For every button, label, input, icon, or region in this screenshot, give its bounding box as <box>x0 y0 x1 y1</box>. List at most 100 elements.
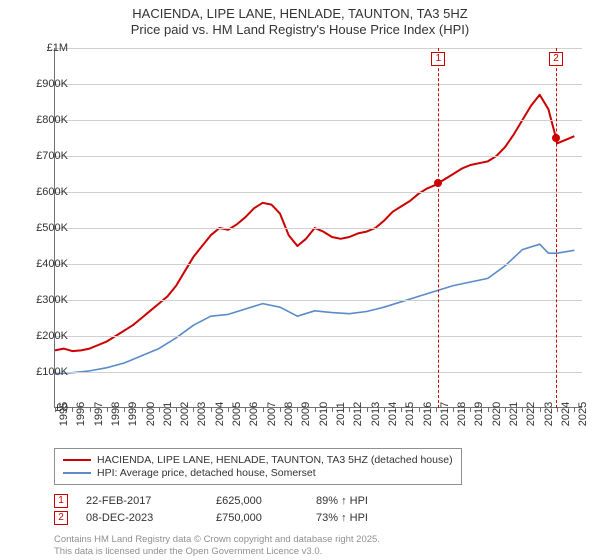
x-tick <box>384 408 385 412</box>
x-axis-label: 2023 <box>543 402 555 426</box>
footer-line1: Contains HM Land Registry data © Crown c… <box>54 534 380 545</box>
sale-marker-2: 2 <box>54 511 68 525</box>
y-axis-label: £100K <box>36 366 68 378</box>
x-tick <box>245 408 246 412</box>
x-axis-label: 2004 <box>214 402 226 426</box>
sale-price: £625,000 <box>216 495 316 507</box>
x-axis-label: 2015 <box>404 402 416 426</box>
x-axis-label: 2008 <box>283 402 295 426</box>
legend-swatch-hpi <box>63 472 91 474</box>
x-axis-label: 2021 <box>508 402 520 426</box>
x-tick <box>280 408 281 412</box>
legend-label-property: HACIENDA, LIPE LANE, HENLADE, TAUNTON, T… <box>97 454 453 466</box>
x-tick <box>332 408 333 412</box>
gridline <box>55 336 582 337</box>
x-tick <box>142 408 143 412</box>
x-tick <box>488 408 489 412</box>
title-sub: Price paid vs. HM Land Registry's House … <box>0 22 600 37</box>
y-axis-label: £1M <box>47 42 68 54</box>
gridline <box>55 48 582 49</box>
gridline <box>55 228 582 229</box>
chart-plot-area: 12 <box>54 48 582 408</box>
x-tick <box>470 408 471 412</box>
x-axis-label: 2022 <box>525 402 537 426</box>
x-tick <box>401 408 402 412</box>
x-axis-label: 2006 <box>248 402 260 426</box>
x-axis-label: 2000 <box>145 402 157 426</box>
x-axis-label: 2024 <box>560 402 572 426</box>
x-tick <box>228 408 229 412</box>
x-axis-label: 2025 <box>577 402 589 426</box>
x-axis-label: 2010 <box>318 402 330 426</box>
x-axis-label: 2020 <box>491 402 503 426</box>
sale-pct: 89% ↑ HPI <box>316 495 436 507</box>
y-axis-label: £300K <box>36 294 68 306</box>
x-axis-label: 1999 <box>127 402 139 426</box>
footer-line2: This data is licensed under the Open Gov… <box>54 546 380 557</box>
x-axis-label: 2017 <box>439 402 451 426</box>
marker-box-1: 1 <box>431 52 445 66</box>
gridline <box>55 192 582 193</box>
x-axis-label: 2016 <box>422 402 434 426</box>
x-tick <box>193 408 194 412</box>
x-tick <box>436 408 437 412</box>
x-axis-label: 2005 <box>231 402 243 426</box>
sale-date: 22-FEB-2017 <box>86 495 216 507</box>
x-tick <box>107 408 108 412</box>
title-main: HACIENDA, LIPE LANE, HENLADE, TAUNTON, T… <box>0 6 600 21</box>
legend: HACIENDA, LIPE LANE, HENLADE, TAUNTON, T… <box>54 448 462 485</box>
x-axis-label: 2011 <box>335 402 347 426</box>
gridline <box>55 84 582 85</box>
x-axis-label: 1997 <box>93 402 105 426</box>
x-axis-label: 1998 <box>110 402 122 426</box>
sale-row: 1 22-FEB-2017£625,00089% ↑ HPI <box>54 494 436 508</box>
series-property <box>55 95 574 351</box>
x-axis-label: 1995 <box>58 402 70 426</box>
x-axis-label: 2002 <box>179 402 191 426</box>
sale-date: 08-DEC-2023 <box>86 512 216 524</box>
sale-marker-1: 1 <box>54 494 68 508</box>
x-axis-label: 2014 <box>387 402 399 426</box>
footer: Contains HM Land Registry data © Crown c… <box>54 534 380 557</box>
sales-table: 1 22-FEB-2017£625,00089% ↑ HPI 2 08-DEC-202… <box>54 494 436 528</box>
y-axis-label: £900K <box>36 78 68 90</box>
x-tick <box>72 408 73 412</box>
x-tick <box>557 408 558 412</box>
y-axis-label: £500K <box>36 222 68 234</box>
x-tick <box>297 408 298 412</box>
x-axis-label: 2013 <box>370 402 382 426</box>
x-tick <box>505 408 506 412</box>
x-tick <box>367 408 368 412</box>
x-axis-label: 2003 <box>196 402 208 426</box>
gridline <box>55 300 582 301</box>
x-tick <box>124 408 125 412</box>
marker-dot-2 <box>552 134 560 142</box>
chart-container: HACIENDA, LIPE LANE, HENLADE, TAUNTON, T… <box>0 0 600 560</box>
x-axis-label: 2001 <box>162 402 174 426</box>
x-tick <box>315 408 316 412</box>
x-tick <box>349 408 350 412</box>
sale-row: 208-DEC-2023£750,00073% ↑ HPI <box>54 511 436 525</box>
x-axis-label: 2007 <box>266 402 278 426</box>
x-tick <box>90 408 91 412</box>
legend-swatch-property <box>63 459 91 461</box>
x-tick <box>176 408 177 412</box>
y-axis-label: £600K <box>36 186 68 198</box>
x-tick <box>522 408 523 412</box>
gridline <box>55 156 582 157</box>
x-tick <box>453 408 454 412</box>
marker-dash-1 <box>438 48 439 408</box>
x-axis-label: 2009 <box>300 402 312 426</box>
marker-dash-2 <box>556 48 557 408</box>
legend-label-hpi: HPI: Average price, detached house, Some… <box>97 467 316 479</box>
x-axis-label: 2018 <box>456 402 468 426</box>
gridline <box>55 120 582 121</box>
title-block: HACIENDA, LIPE LANE, HENLADE, TAUNTON, T… <box>0 0 600 37</box>
x-tick <box>211 408 212 412</box>
x-tick <box>540 408 541 412</box>
legend-row-property: HACIENDA, LIPE LANE, HENLADE, TAUNTON, T… <box>63 454 453 466</box>
x-tick <box>159 408 160 412</box>
y-axis-label: £800K <box>36 114 68 126</box>
y-axis-label: £700K <box>36 150 68 162</box>
legend-row-hpi: HPI: Average price, detached house, Some… <box>63 467 453 479</box>
